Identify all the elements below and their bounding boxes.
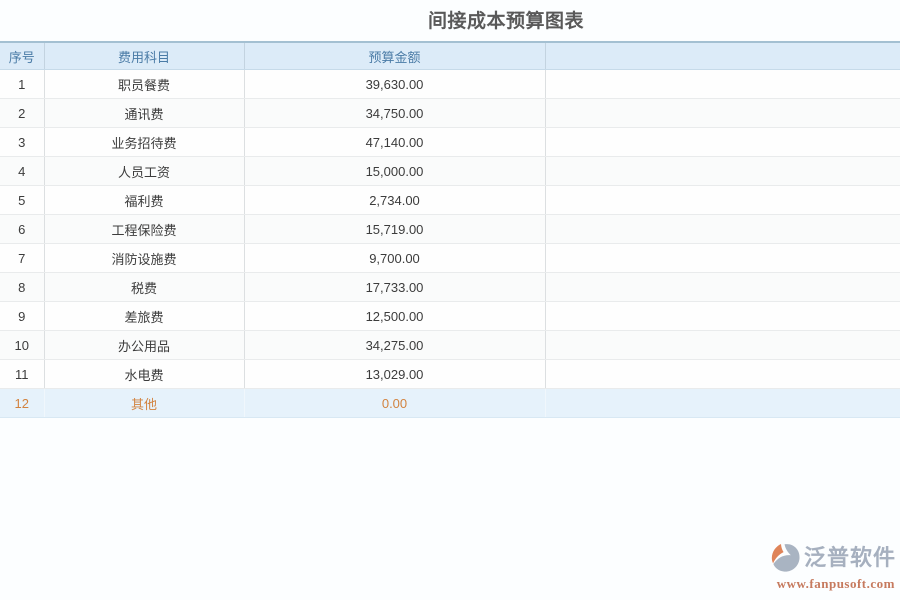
watermark: 泛普软件 www.fanpusoft.com	[769, 541, 896, 592]
row-subject-cell: 工程保险费	[44, 214, 245, 244]
table-row[interactable]: 6 工程保险费 15,719.00	[0, 214, 900, 244]
row-blank-cell	[545, 69, 900, 99]
table-row[interactable]: 11 水电费 13,029.00	[0, 359, 900, 389]
table-row[interactable]: 1 职员餐费 39,630.00	[0, 69, 900, 99]
row-amount-cell: 15,719.00	[244, 214, 546, 244]
row-blank-cell	[545, 214, 900, 244]
column-header-subject: 费用科目	[44, 42, 245, 70]
table-row[interactable]: 7 消防设施费 9,700.00	[0, 243, 900, 273]
column-header-amount: 预算金额	[244, 42, 546, 70]
row-subject-cell: 办公用品	[44, 330, 245, 360]
table-row[interactable]: 9 差旅费 12,500.00	[0, 301, 900, 331]
row-index-cell: 2	[0, 98, 45, 128]
row-amount-cell: 0.00	[244, 388, 546, 418]
watermark-url-link[interactable]: www.fanpusoft.com	[776, 576, 895, 591]
row-index-cell: 6	[0, 214, 45, 244]
row-blank-cell	[545, 156, 900, 186]
row-amount-cell: 34,275.00	[244, 330, 546, 360]
row-subject-cell: 其他	[44, 388, 245, 418]
table-row[interactable]: 4 人员工资 15,000.00	[0, 156, 900, 186]
row-index-cell: 5	[0, 185, 45, 215]
row-subject-cell: 人员工资	[44, 156, 245, 186]
row-subject-cell: 业务招待费	[44, 127, 245, 157]
row-subject-cell: 水电费	[44, 359, 245, 389]
row-subject-cell: 福利费	[44, 185, 245, 215]
row-amount-cell: 9,700.00	[244, 243, 546, 273]
row-index-cell: 11	[0, 359, 45, 389]
table-row[interactable]: 2 通讯费 34,750.00	[0, 98, 900, 128]
row-blank-cell	[545, 127, 900, 157]
table-row[interactable]: 10 办公用品 34,275.00	[0, 330, 900, 360]
row-amount-cell: 47,140.00	[244, 127, 546, 157]
row-amount-cell: 12,500.00	[244, 301, 546, 331]
column-header-blank	[545, 42, 900, 70]
fanpu-logo-icon	[769, 541, 801, 575]
row-blank-cell	[545, 272, 900, 302]
row-subject-cell: 职员餐费	[44, 69, 245, 99]
row-blank-cell	[545, 243, 900, 273]
row-subject-cell: 税费	[44, 272, 245, 302]
watermark-brand-text: 泛普软件	[803, 544, 896, 570]
row-index-cell: 4	[0, 156, 45, 186]
row-subject-cell: 差旅费	[44, 301, 245, 331]
row-index-cell: 3	[0, 127, 45, 157]
row-index-cell: 10	[0, 330, 45, 360]
row-index-cell: 8	[0, 272, 45, 302]
row-amount-cell: 17,733.00	[244, 272, 546, 302]
row-blank-cell	[545, 98, 900, 128]
row-blank-cell	[545, 388, 900, 418]
row-blank-cell	[545, 330, 900, 360]
row-index-cell: 12	[0, 388, 45, 418]
column-header-index: 序号	[0, 42, 45, 70]
row-amount-cell: 13,029.00	[244, 359, 546, 389]
row-subject-cell: 消防设施费	[44, 243, 245, 273]
row-amount-cell: 34,750.00	[244, 98, 546, 128]
table-row[interactable]: 12 其他 0.00	[0, 388, 900, 418]
row-amount-cell: 39,630.00	[244, 69, 546, 99]
table-row[interactable]: 8 税费 17,733.00	[0, 272, 900, 302]
row-amount-cell: 2,734.00	[244, 185, 546, 215]
row-index-cell: 9	[0, 301, 45, 331]
table-row[interactable]: 3 业务招待费 47,140.00	[0, 127, 900, 157]
row-blank-cell	[545, 301, 900, 331]
table-row[interactable]: 5 福利费 2,734.00	[0, 185, 900, 215]
budget-table: 序号 费用科目 预算金额 1 职员餐费 39,630.00 2 通讯费 34,7…	[0, 41, 900, 418]
row-index-cell: 1	[0, 69, 45, 99]
row-blank-cell	[545, 185, 900, 215]
table-header-row: 序号 费用科目 预算金额	[0, 42, 900, 70]
row-subject-cell: 通讯费	[44, 98, 245, 128]
page-title: 间接成本预算图表	[427, 11, 584, 32]
row-index-cell: 7	[0, 243, 45, 273]
row-amount-cell: 15,000.00	[244, 156, 546, 186]
row-blank-cell	[545, 359, 900, 389]
